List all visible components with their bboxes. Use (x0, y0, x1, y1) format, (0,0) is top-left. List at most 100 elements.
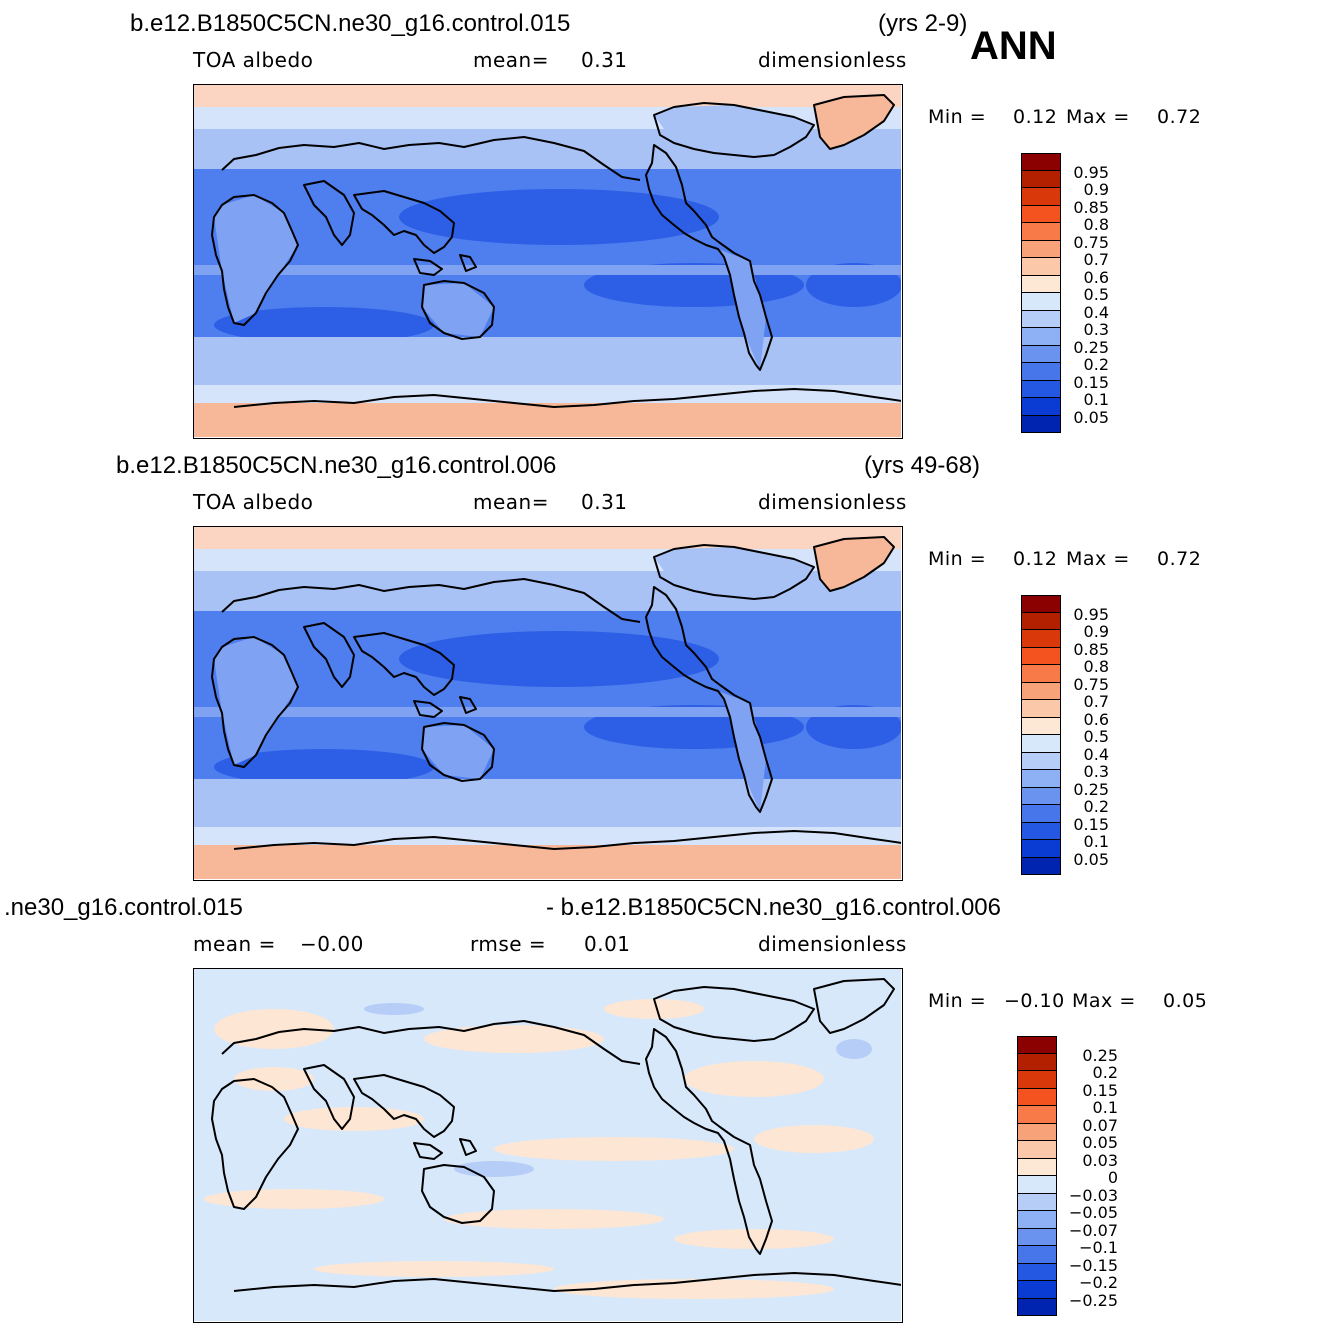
colorbar-tick-label: −0.15 (1068, 1255, 1118, 1275)
colorbar-swatch (1021, 717, 1061, 735)
colorbar-tick-label: 0.5 (1083, 727, 1109, 746)
itcz-band (194, 265, 901, 275)
colorbar-tick-label: 0.1 (1092, 1098, 1118, 1117)
colorbar-tick-label: 0.25 (1073, 779, 1109, 799)
colorbar-swatch (1021, 240, 1061, 258)
colorbar-tick-label: 0.15 (1082, 1080, 1118, 1100)
coastlines (211, 536, 901, 850)
colorbar-tick-label: 0.3 (1083, 320, 1109, 339)
colorbar-swatch (1021, 822, 1061, 840)
colorbar-tick-label: −0.2 (1079, 1273, 1118, 1292)
colorbar-tick-label: 0.3 (1083, 762, 1109, 781)
panel2-max-label: Max = (1066, 548, 1130, 570)
positive-anomaly-region (754, 1125, 874, 1153)
panel2-variable-label: TOA albedo (193, 490, 314, 514)
colorbar-swatch (1021, 415, 1061, 433)
colorbar-tick-label: 0.5 (1083, 285, 1109, 304)
colorbar-swatch (1017, 1281, 1057, 1299)
colorbar-tick-label: 0.2 (1083, 797, 1109, 816)
panel1-mean-label: mean= (473, 48, 549, 72)
colorbar-swatch (1021, 700, 1061, 718)
panel1-colorbar: 0.95 0.9 0.85 0.8 0.75 0.7 0.6 0.5 0.4 0.3 0.25 0.2… (1021, 153, 1121, 433)
itcz-band (194, 707, 901, 717)
colorbar-tick-label: 0.6 (1083, 267, 1109, 287)
colorbar-tick-label: 0.1 (1083, 390, 1109, 409)
colorbar-swatch (1017, 1176, 1057, 1194)
panel1-min-label: Min = (928, 106, 987, 128)
colorbar-swatch (1017, 1193, 1057, 1211)
colorbar-tick-label: 0.05 (1073, 407, 1109, 427)
colorbar-tick-label: 0.07 (1082, 1115, 1118, 1135)
north-america-land (654, 547, 814, 599)
colorbar-swatch (1021, 612, 1061, 630)
southern-ocean-band (194, 337, 901, 385)
colorbar-swatch (1017, 1106, 1057, 1124)
indian-ocean-low (214, 749, 434, 785)
north-pacific-low (399, 189, 719, 245)
colorbar-swatch (1021, 328, 1061, 346)
australia-land (422, 283, 494, 337)
colorbar-tick-label: −0.03 (1068, 1185, 1118, 1205)
colorbar-tick-label: −0.1 (1079, 1238, 1118, 1257)
panel1-years: (yrs 2-9) (878, 10, 968, 37)
panel3-min-value: −0.10 (1004, 990, 1065, 1012)
panel3-rmse-label: rmse = (470, 932, 547, 956)
colorbar-swatch (1021, 223, 1061, 241)
colorbar-swatch (1021, 153, 1061, 171)
panel3-case-title: .ne30_g16.control.015 (4, 894, 243, 921)
colorbar-swatch (1021, 840, 1061, 858)
positive-anomaly-region (494, 1137, 734, 1161)
panel1-max-value: 0.72 (1157, 106, 1202, 128)
panel2-mean-label: mean= (473, 490, 549, 514)
panel2-colorbar: 0.95 0.9 0.85 0.8 0.75 0.7 0.6 0.5 0.4 0.3 0.25 0.2… (1021, 595, 1121, 875)
colorbar-tick-label: 0.75 (1073, 232, 1109, 252)
colorbar-tick-label: 0.03 (1082, 1150, 1118, 1170)
panel1-min-value: 0.12 (1013, 106, 1058, 128)
panel2-map (193, 526, 903, 881)
colorbar-tick-label: 0.15 (1073, 372, 1109, 392)
colorbar-swatch (1021, 345, 1061, 363)
colorbar-swatch (1021, 805, 1061, 823)
colorbar-swatch (1017, 1211, 1057, 1229)
panel2-max-value: 0.72 (1157, 548, 1202, 570)
antarctic-band (194, 403, 901, 437)
colorbar-swatch (1017, 1088, 1057, 1106)
map-canvas (194, 85, 901, 437)
colorbar-tick-label: 0.2 (1083, 355, 1109, 374)
colorbar-tick-label: 0.7 (1083, 250, 1109, 269)
negative-anomaly-region (364, 1003, 424, 1015)
colorbar-swatch (1021, 293, 1061, 311)
arctic-band (194, 85, 901, 107)
colorbar-swatch (1021, 682, 1061, 700)
panel2-years: (yrs 49-68) (864, 452, 981, 479)
colorbar-swatch (1021, 363, 1061, 381)
colorbar-tick-label: 0.7 (1083, 692, 1109, 711)
negative-anomaly-region (836, 1039, 872, 1059)
panel3-max-label: Max = (1072, 990, 1136, 1012)
arctic-band (194, 527, 901, 549)
colorbar-swatch (1021, 310, 1061, 328)
colorbar-tick-label: −0.25 (1068, 1290, 1118, 1310)
colorbar-swatch (1021, 857, 1061, 875)
colorbar-swatch (1021, 735, 1061, 753)
southern-ocean-band (194, 779, 901, 827)
positive-anomaly-region (284, 1107, 424, 1131)
colorbar-tick-label: 0.95 (1073, 604, 1109, 624)
season-label: ANN (970, 24, 1057, 68)
colorbar-swatch (1017, 1053, 1057, 1071)
colorbar-tick-label: 0.85 (1073, 197, 1109, 217)
positive-anomaly-region (684, 1061, 824, 1097)
colorbar-tick-label: 0.15 (1073, 814, 1109, 834)
south-highlat-band (194, 385, 901, 403)
colorbar-tick-label: 0.2 (1092, 1063, 1118, 1082)
map-canvas (194, 527, 901, 879)
north-america-land (654, 105, 814, 157)
colorbar-tick-label: 0.4 (1083, 302, 1109, 322)
greenland-land (814, 95, 894, 149)
colorbar-swatch (1021, 170, 1061, 188)
positive-anomaly-region (214, 1009, 334, 1049)
colorbar-tick-label: −0.05 (1068, 1203, 1118, 1222)
colorbar-tick-label: 0.85 (1073, 639, 1109, 659)
africa-land (214, 637, 298, 765)
colorbar-swatch (1021, 787, 1061, 805)
